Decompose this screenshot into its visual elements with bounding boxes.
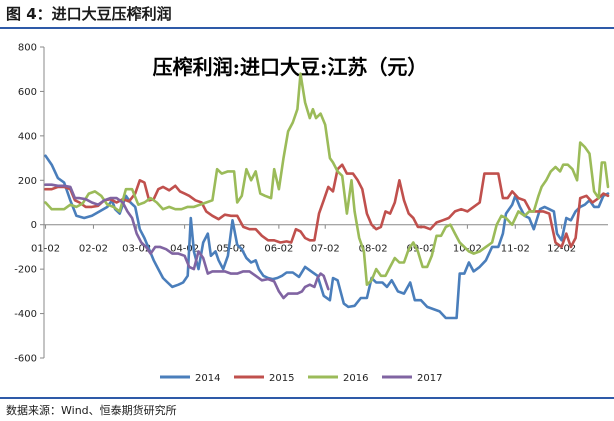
y-tick-label: 400: [18, 131, 37, 142]
x-tick-label: 03-02: [122, 244, 151, 255]
legend-label-2015: 2015: [269, 373, 294, 384]
x-tick-label: 09-02: [406, 244, 435, 255]
x-tick-label: 01-02: [31, 244, 60, 255]
x-tick-label: 08-02: [359, 244, 388, 255]
x-tick-label: 05-02: [216, 244, 245, 255]
legend-label-2017: 2017: [417, 373, 442, 384]
series-line-2015: [44, 163, 610, 249]
x-tick-label: 12-02: [547, 244, 576, 255]
series-line-2014: [44, 154, 610, 320]
legend-label-2016: 2016: [343, 373, 368, 384]
y-tick-label: -200: [14, 265, 37, 276]
title-rule: [0, 27, 614, 29]
legend: 2014 2015 2016 2017: [160, 373, 442, 384]
series-line-2016: [44, 72, 610, 286]
y-tick-label: 600: [18, 87, 37, 98]
y-tick-label: 0: [31, 220, 37, 231]
x-tick-label: 06-02: [264, 244, 293, 255]
y-tick-label: -600: [14, 354, 37, 365]
source-note: 数据来源：Wind、恒泰期货研究所: [6, 404, 177, 417]
x-tick-label: 07-02: [311, 244, 340, 255]
source-rule: [0, 397, 614, 399]
legend-label-2014: 2014: [195, 373, 220, 384]
x-tick-label: 02-02: [79, 244, 108, 255]
chart: 压榨利润:进口大豆:江苏（元） -600 -400 -200 0 200 400 600 80…: [14, 43, 610, 384]
chart-title: 压榨利润:进口大豆:江苏（元）: [153, 55, 428, 79]
figure-title: 图 4：进口大豆压榨利润: [6, 5, 172, 23]
x-tick-label: 04-02: [170, 244, 199, 255]
y-tick-label: 800: [18, 43, 37, 54]
y-tick-label: 200: [18, 176, 37, 187]
x-tick-label: 11-02: [501, 244, 530, 255]
y-tick-label: -400: [14, 309, 37, 320]
series-line-2017: [44, 183, 330, 300]
plot-area: [44, 72, 610, 320]
